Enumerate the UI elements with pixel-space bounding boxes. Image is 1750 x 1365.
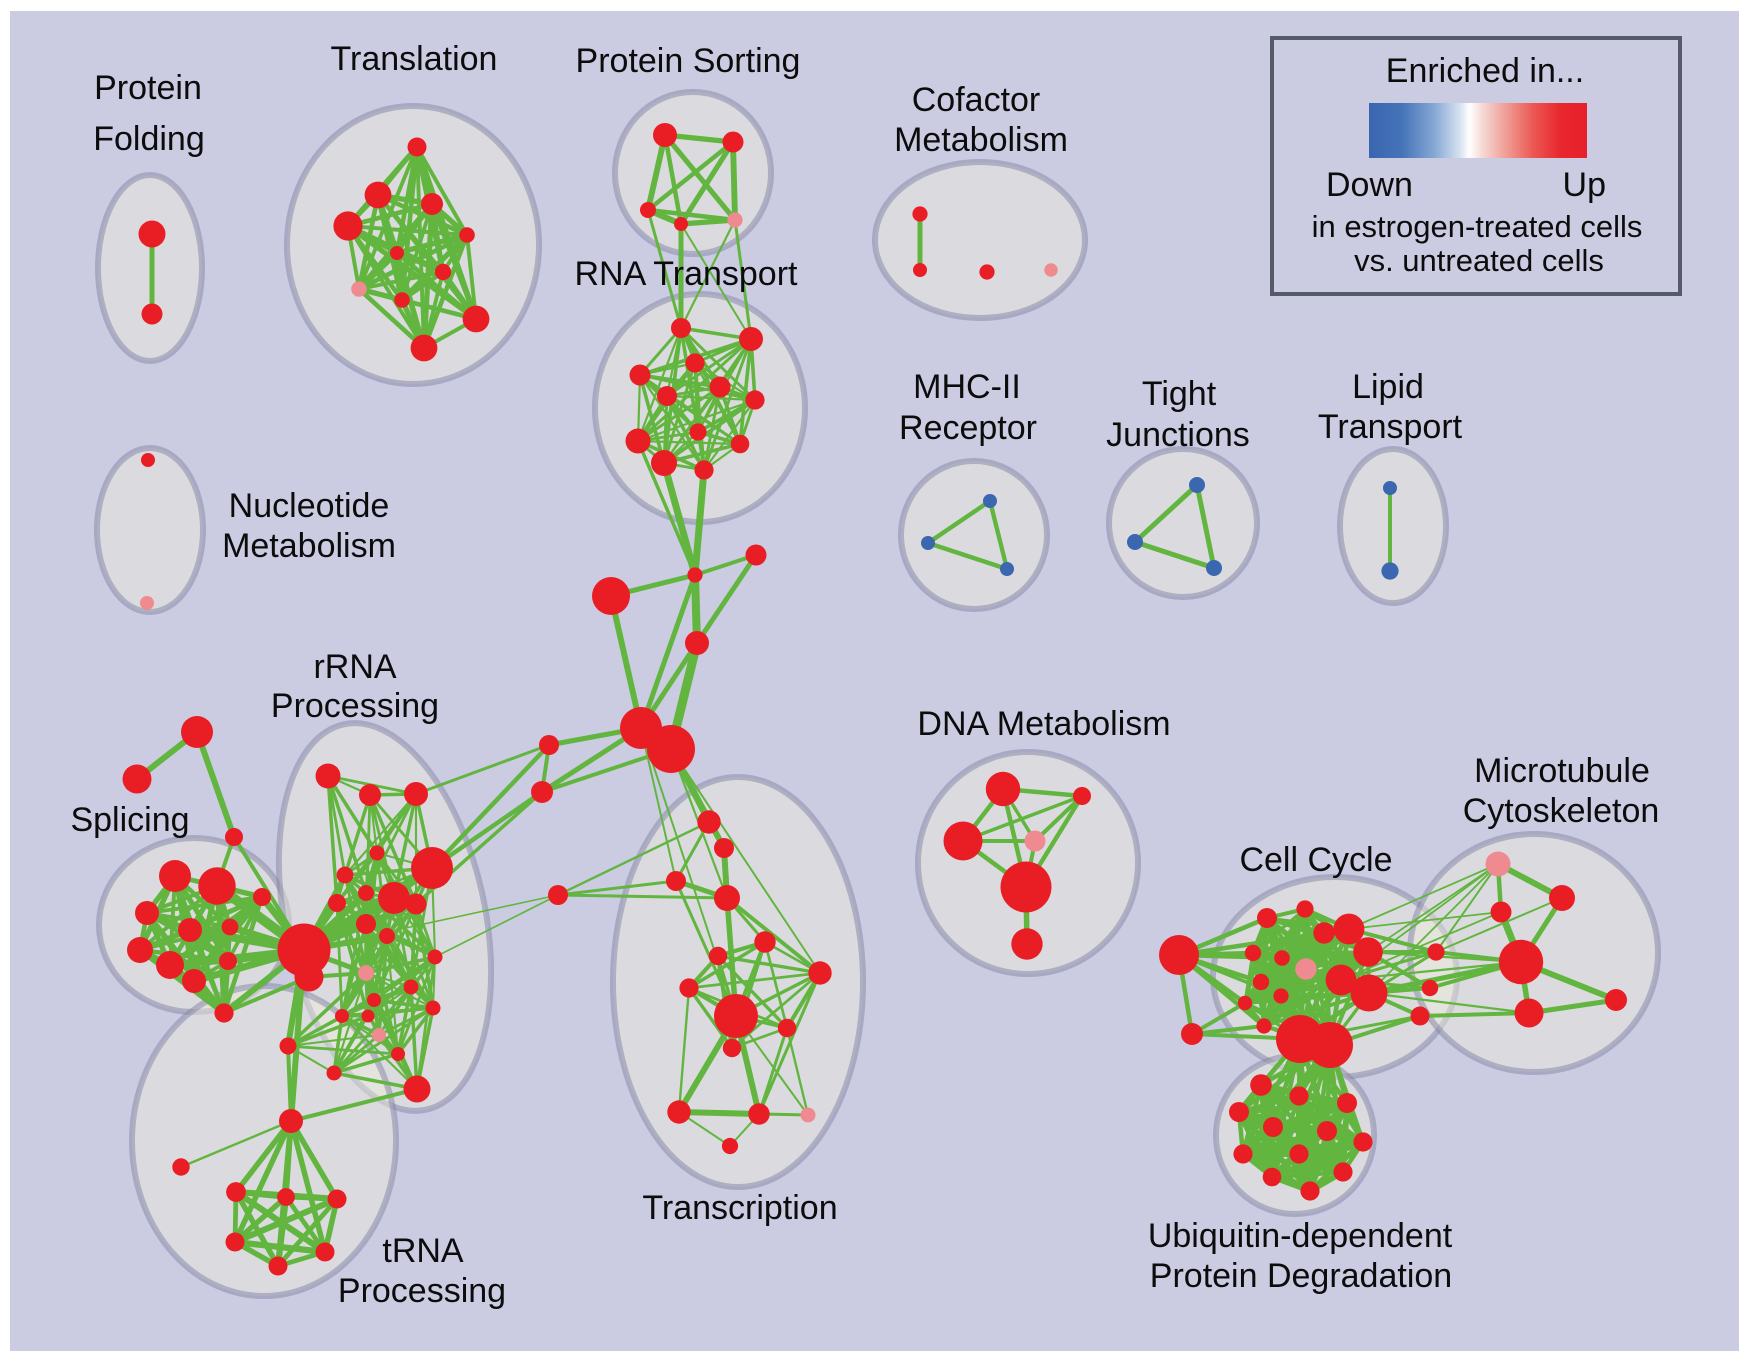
svg-text:in estrogen-treated cells: in estrogen-treated cells <box>1312 209 1643 244</box>
svg-text:Tight: Tight <box>1142 375 1217 413</box>
svg-text:vs. untreated cells: vs. untreated cells <box>1354 243 1604 278</box>
svg-text:Protein Degradation: Protein Degradation <box>1150 1257 1452 1295</box>
svg-text:Cytoskeleton: Cytoskeleton <box>1463 792 1660 830</box>
svg-text:Protein Sorting: Protein Sorting <box>576 42 801 80</box>
svg-text:Cell Cycle: Cell Cycle <box>1239 841 1392 879</box>
svg-text:Nucleotide: Nucleotide <box>229 487 390 525</box>
svg-text:Receptor: Receptor <box>899 409 1037 447</box>
svg-text:Metabolism: Metabolism <box>894 121 1068 159</box>
svg-text:Processing: Processing <box>338 1272 506 1310</box>
svg-text:Transport: Transport <box>1318 408 1463 446</box>
svg-text:Lipid: Lipid <box>1352 368 1424 406</box>
svg-text:Ubiquitin-dependent: Ubiquitin-dependent <box>1148 1217 1453 1255</box>
svg-text:rRNA: rRNA <box>313 648 396 686</box>
svg-text:tRNA: tRNA <box>382 1232 464 1270</box>
svg-text:Junctions: Junctions <box>1106 416 1250 454</box>
svg-text:Transcription: Transcription <box>642 1189 837 1227</box>
svg-text:Enriched in...: Enriched in... <box>1386 52 1584 90</box>
svg-text:Cofactor: Cofactor <box>912 81 1041 119</box>
svg-text:Splicing: Splicing <box>70 801 189 839</box>
svg-text:Up: Up <box>1563 166 1606 204</box>
svg-text:Microtubule: Microtubule <box>1474 752 1650 790</box>
svg-text:DNA Metabolism: DNA Metabolism <box>917 705 1170 743</box>
svg-text:Translation: Translation <box>331 40 498 78</box>
svg-text:Protein: Protein <box>94 69 202 107</box>
svg-text:Processing: Processing <box>271 687 439 725</box>
svg-text:MHC-II: MHC-II <box>913 368 1021 406</box>
svg-text:RNA Transport: RNA Transport <box>575 255 799 293</box>
svg-text:Metabolism: Metabolism <box>222 527 396 565</box>
svg-text:Folding: Folding <box>93 120 205 158</box>
svg-text:Down: Down <box>1326 166 1413 204</box>
